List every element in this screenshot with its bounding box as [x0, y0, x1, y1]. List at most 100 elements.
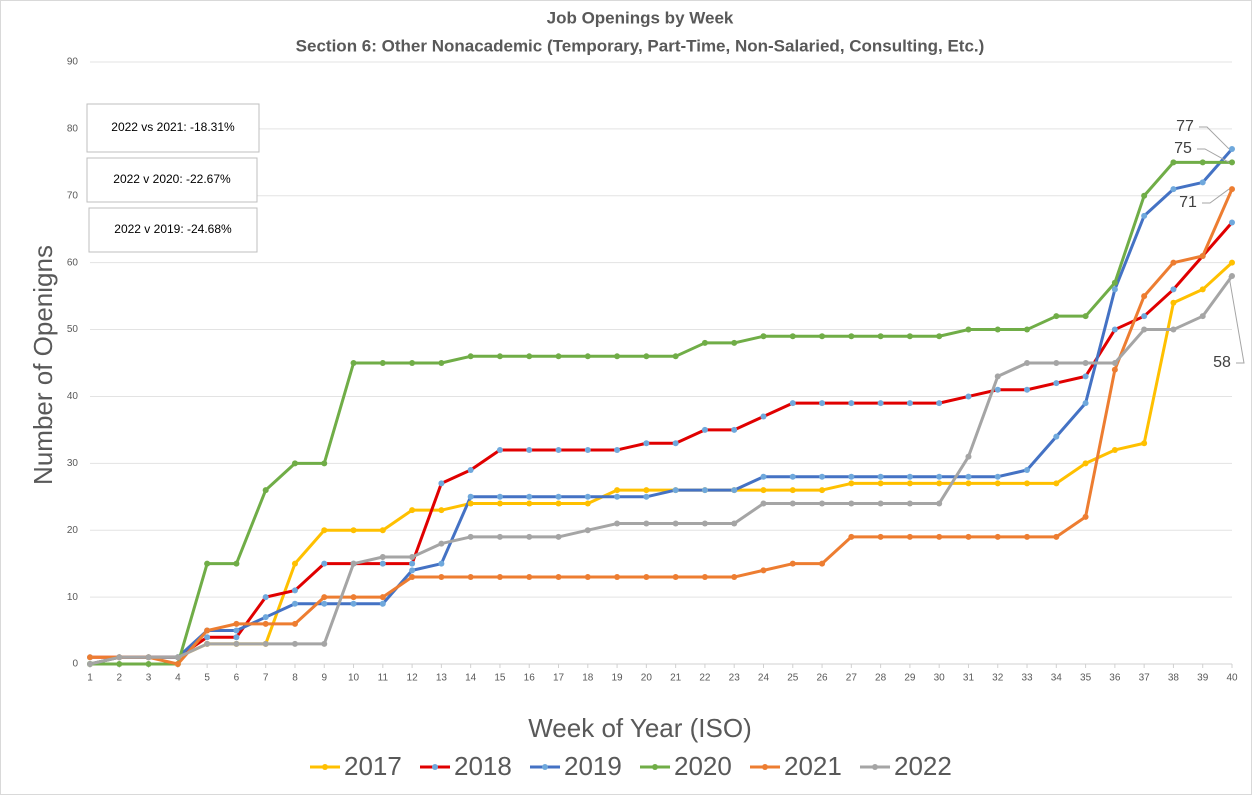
series-marker: [467, 500, 474, 507]
series-marker: [467, 533, 474, 540]
legend-label: 2020: [674, 751, 732, 781]
series-marker: [496, 353, 503, 360]
series-marker: [1111, 446, 1118, 453]
x-tick-label: 5: [204, 673, 210, 684]
series-marker: [877, 473, 884, 480]
x-tick-label: 32: [992, 673, 1004, 684]
series-marker: [1053, 533, 1060, 540]
series-marker: [936, 480, 943, 487]
y-tick-label: 10: [67, 592, 79, 603]
series-marker: [262, 594, 269, 601]
series-marker: [350, 360, 357, 366]
series-marker: [614, 446, 621, 453]
label-leader: [1197, 148, 1230, 163]
series-marker: [614, 574, 621, 581]
series-marker: [233, 640, 240, 647]
series-marker: [233, 627, 240, 634]
series-marker: [204, 560, 211, 567]
label-leader: [1228, 275, 1245, 364]
series-marker: [731, 520, 738, 527]
series-marker: [877, 480, 884, 487]
series-marker: [906, 500, 913, 507]
legend-label: 2021: [784, 751, 842, 781]
series-marker: [906, 333, 913, 340]
series-marker: [760, 473, 767, 480]
series-marker: [1141, 326, 1148, 333]
series-line: [90, 188, 1234, 666]
series-marker: [936, 473, 943, 480]
series-marker: [1170, 286, 1177, 293]
series-marker: [467, 574, 474, 581]
series-marker: [409, 553, 416, 560]
series-line: [89, 275, 1234, 666]
legend-label: 2019: [564, 751, 622, 781]
series-marker: [994, 533, 1001, 540]
series-marker: [1170, 159, 1177, 166]
series-marker: [174, 661, 181, 667]
legend-marker: [652, 764, 658, 770]
x-tick-label: 19: [612, 673, 624, 684]
series-marker: [1111, 360, 1118, 366]
series-marker: [1024, 326, 1031, 333]
series-marker: [584, 574, 591, 581]
series-marker: [819, 333, 826, 340]
series-marker: [877, 333, 884, 340]
x-tick-label: 40: [1226, 673, 1238, 684]
x-tick-label: 3: [146, 673, 152, 684]
series-marker: [1053, 360, 1060, 366]
series-marker: [643, 487, 650, 494]
series-marker: [350, 560, 357, 567]
series-marker: [262, 620, 269, 627]
series-marker: [1141, 192, 1148, 199]
series-marker: [467, 493, 474, 500]
x-tick-label: 24: [758, 673, 770, 684]
legend-label: 2017: [344, 751, 402, 781]
series-marker: [496, 574, 503, 581]
legend-marker: [542, 764, 548, 770]
series-marker: [848, 500, 855, 507]
annotation: 2022 v 2020: -22.67%: [113, 172, 231, 186]
legend-marker: [432, 764, 438, 770]
annotation-box: [86, 103, 260, 153]
x-tick-label: 34: [1051, 673, 1063, 684]
series-marker: [496, 446, 503, 453]
series-marker: [584, 527, 591, 534]
x-tick-label: 20: [641, 673, 653, 684]
x-tick-label: 35: [1080, 673, 1092, 684]
series-marker: [350, 594, 357, 601]
series-marker: [555, 353, 562, 360]
series-marker: [614, 353, 621, 360]
data-label: 58: [1213, 354, 1231, 371]
series-marker: [291, 460, 298, 467]
series-marker: [614, 520, 621, 527]
series-marker: [555, 446, 562, 453]
x-tick-label: 28: [875, 673, 887, 684]
series-marker: [1229, 145, 1235, 152]
series-marker: [438, 560, 445, 567]
series-marker: [321, 560, 328, 567]
series-marker: [760, 567, 767, 574]
series-marker: [760, 500, 767, 507]
data-label: 77: [1176, 118, 1194, 135]
series-marker: [994, 386, 1001, 393]
series-marker: [643, 440, 650, 447]
x-tick-label: 9: [321, 673, 327, 684]
series-marker: [789, 487, 796, 494]
series-marker: [262, 614, 269, 621]
x-tick-label: 22: [699, 673, 711, 684]
series-marker: [409, 560, 416, 567]
series-marker: [1053, 313, 1060, 320]
series-marker: [496, 533, 503, 540]
series-marker: [1024, 386, 1031, 393]
series-marker: [936, 400, 943, 407]
series-marker: [233, 620, 240, 627]
series-marker: [467, 467, 474, 474]
series-marker: [614, 487, 621, 494]
series-marker: [789, 500, 796, 507]
series-marker: [1082, 513, 1089, 520]
series-marker: [379, 527, 386, 534]
series-marker: [87, 661, 93, 667]
series-marker: [965, 473, 972, 480]
series-marker: [819, 500, 826, 507]
y-tick-label: 40: [67, 391, 79, 402]
